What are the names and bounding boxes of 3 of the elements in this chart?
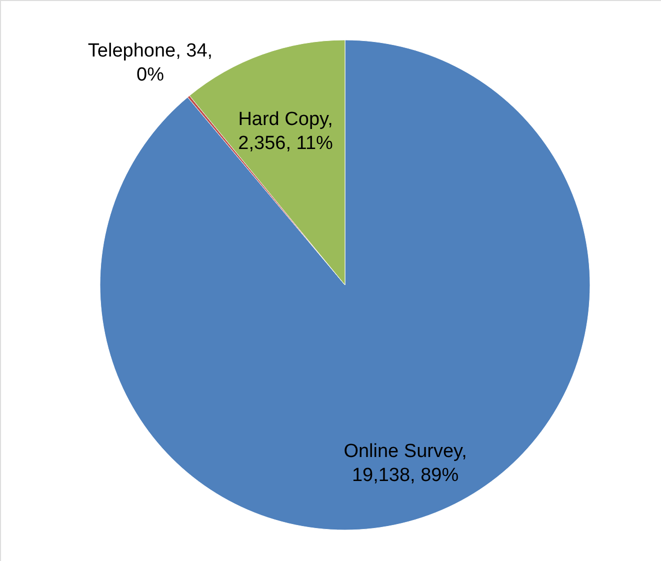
slice-label: Telephone, 34, 0% [88,40,213,86]
slice-label: Online Survey, 19,138, 89% [344,440,467,486]
slice-label: Hard Copy, 2,356, 11% [238,108,333,154]
